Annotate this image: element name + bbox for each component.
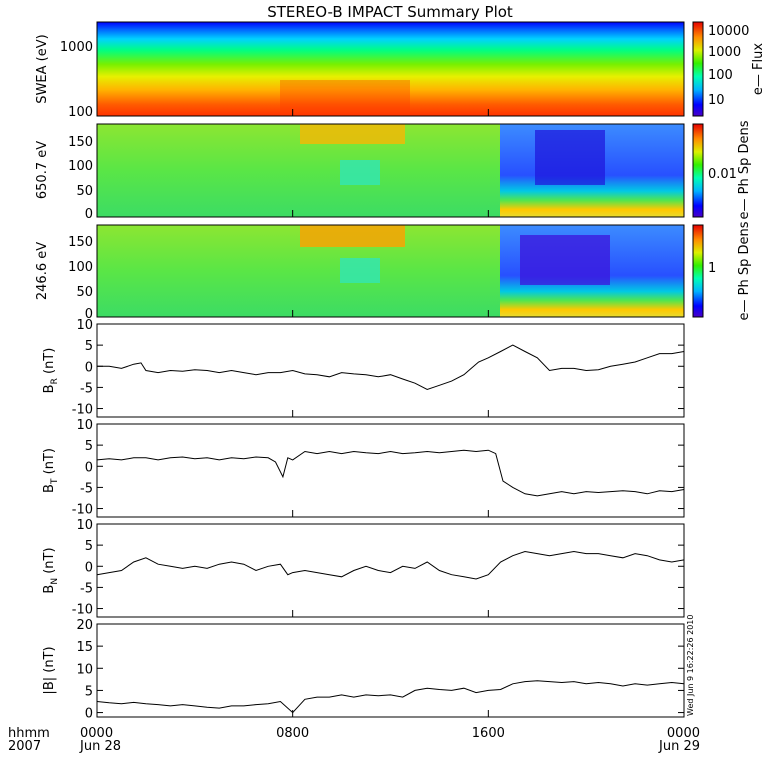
swea-cbar-label: e— Flux bbox=[751, 43, 766, 95]
swea-cbar-tick: 1000 bbox=[708, 45, 741, 60]
pad246-cbar-tick: 1 bbox=[708, 261, 716, 276]
bn-ytick: 5 bbox=[85, 539, 93, 554]
bmag-series-line bbox=[96, 680, 685, 714]
br-ytick: -5 bbox=[80, 381, 93, 396]
swea-hot-region bbox=[280, 80, 410, 116]
bmag-panel: 20 15 10 5 0 |B| (nT) bbox=[42, 618, 685, 722]
br-ytick: 10 bbox=[76, 318, 93, 333]
swea-cbar-tick: 10 bbox=[708, 93, 725, 108]
bt-ylabel: BT (nT) bbox=[42, 448, 60, 493]
bn-ylabel: BN (nT) bbox=[42, 547, 60, 593]
pad246-ytick: 100 bbox=[68, 260, 93, 275]
pad650-panel: 150 100 50 0 650.7 eV 0.01 e— Ph Sp Dens bbox=[35, 120, 752, 222]
br-ytick: -10 bbox=[72, 403, 93, 418]
pad246-cyan-region bbox=[340, 258, 380, 283]
bmag-ytick: 5 bbox=[85, 684, 93, 699]
swea-spectrogram bbox=[97, 22, 684, 116]
pad650-hot-region bbox=[300, 124, 405, 144]
bt-panel: 10 5 0 -5 -10 BT (nT) bbox=[42, 418, 685, 518]
bt-ytick: -5 bbox=[80, 481, 93, 496]
bmag-frame bbox=[96, 623, 685, 718]
br-ytick: 5 bbox=[85, 339, 93, 354]
pad246-ylabel: 246.6 eV bbox=[35, 242, 50, 300]
xtick-label: 1600 bbox=[472, 726, 505, 741]
xtick-label: 0800 bbox=[276, 726, 309, 741]
bt-ytick: -10 bbox=[72, 503, 93, 518]
swea-colorbar bbox=[692, 21, 704, 117]
pad650-ytick: 100 bbox=[68, 159, 93, 174]
generation-stamp: Wed Jun 9 16:22:26 2010 bbox=[686, 615, 695, 717]
bmag-ytick: 0 bbox=[85, 707, 93, 722]
xaxis-year-label: 2007 bbox=[8, 739, 41, 754]
bn-ytick: 0 bbox=[85, 560, 93, 575]
xaxis-unit-label: hhmm bbox=[8, 726, 50, 741]
pad650-ytick: 50 bbox=[76, 184, 93, 199]
pad246-hot-region bbox=[300, 225, 405, 247]
pad246-frame bbox=[96, 224, 685, 318]
bmag-ytick: 20 bbox=[76, 618, 93, 633]
bn-frame bbox=[96, 523, 685, 618]
swea-panel: 1000 100 SWEA (eV) 10000 1000 100 10 e— … bbox=[35, 21, 766, 120]
xtick-label: 0000 bbox=[80, 726, 113, 741]
xtick-date-label: Jun 28 bbox=[79, 739, 121, 754]
xtick-date-label: Jun 29 bbox=[658, 739, 700, 754]
pad650-ytick: 0 bbox=[85, 207, 93, 222]
bt-ytick: 5 bbox=[85, 439, 93, 454]
pad650-ylabel: 650.7 eV bbox=[35, 141, 50, 199]
pad246-colorbar bbox=[692, 224, 704, 318]
swea-ylabel: SWEA (eV) bbox=[35, 34, 50, 103]
pad246-cbar-label: e— Ph Sp Dens bbox=[737, 221, 752, 320]
bn-ytick: 10 bbox=[76, 518, 93, 533]
bmag-ylabel: |B| (nT) bbox=[42, 646, 57, 694]
bmag-ytick: 10 bbox=[76, 662, 93, 677]
bt-frame bbox=[96, 423, 685, 518]
swea-ytick: 1000 bbox=[60, 40, 93, 55]
bn-ytick: -10 bbox=[72, 603, 93, 618]
bmag-ytick: 15 bbox=[76, 640, 93, 655]
br-series-line bbox=[97, 344, 685, 391]
bn-series-line bbox=[96, 550, 685, 580]
bt-series-line bbox=[96, 449, 685, 497]
swea-frame bbox=[96, 21, 685, 117]
pad246-deep-region bbox=[520, 235, 610, 285]
bn-ytick: -5 bbox=[80, 581, 93, 596]
swea-ytick: 100 bbox=[68, 105, 93, 120]
pad650-deep-region bbox=[535, 130, 605, 185]
bn-panel: 10 5 0 -5 -10 BN (nT) bbox=[42, 518, 685, 618]
pad246-ytick: 0 bbox=[85, 307, 93, 322]
swea-cbar-tick: 100 bbox=[708, 68, 733, 83]
br-frame bbox=[96, 323, 685, 418]
swea-cbar-tick: 10000 bbox=[708, 24, 749, 39]
pad246-ytick: 50 bbox=[76, 285, 93, 300]
br-ylabel: BR (nT) bbox=[42, 348, 60, 394]
br-panel: 10 5 0 -5 -10 BR (nT) bbox=[42, 318, 685, 418]
pad650-cbar-tick: 0.01 bbox=[708, 167, 737, 182]
pad650-colorbar bbox=[692, 123, 704, 218]
pad650-cbar-label: e— Ph Sp Dens bbox=[737, 120, 752, 219]
pad650-frame bbox=[96, 123, 685, 218]
plot-title: STEREO-B IMPACT Summary Plot bbox=[267, 3, 513, 21]
pad650-ytick: 150 bbox=[68, 135, 93, 150]
pad246-ytick: 150 bbox=[68, 235, 93, 250]
pad650-cyan-region bbox=[340, 160, 380, 185]
br-ytick: 0 bbox=[85, 360, 93, 375]
bt-ytick: 0 bbox=[85, 460, 93, 475]
pad246-panel: 150 100 50 0 246.6 eV 1 e— Ph Sp Dens bbox=[35, 221, 752, 322]
bt-ytick: 10 bbox=[76, 418, 93, 433]
magnetic-field-panels: 10 5 0 -5 -10 BR (nT) 10 5 0 -5 -10 BT (nT) 10 5 0 -5 -1… bbox=[42, 318, 685, 722]
xtick-label: 0000 bbox=[667, 726, 700, 741]
